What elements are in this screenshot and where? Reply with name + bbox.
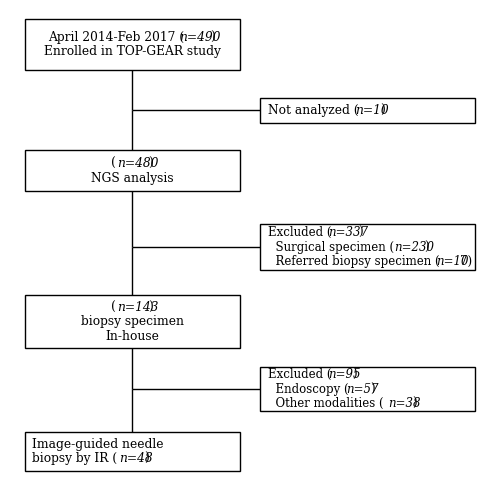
Text: ): ) [412,397,416,410]
Text: ): ) [380,103,384,117]
Text: Endoscopy (: Endoscopy ( [268,383,348,395]
Text: ): ) [144,452,150,465]
Text: n=230: n=230 [394,241,434,254]
FancyBboxPatch shape [260,368,476,411]
Text: Other modalities (: Other modalities ( [268,397,384,410]
Text: Image-guided needle: Image-guided needle [32,438,164,451]
Text: n=10: n=10 [355,103,388,117]
FancyBboxPatch shape [24,150,240,191]
FancyBboxPatch shape [24,19,240,70]
Text: ): ) [352,368,356,381]
Text: ): ) [358,226,362,239]
Text: n=10: n=10 [436,255,468,268]
FancyBboxPatch shape [24,432,240,471]
Text: Excluded (: Excluded ( [268,368,331,381]
Text: April 2014-Feb 2017 (: April 2014-Feb 2017 ( [48,31,184,44]
FancyBboxPatch shape [24,295,240,348]
Text: n=337: n=337 [328,226,368,239]
Text: NGS analysis: NGS analysis [91,172,174,185]
Text: Excluded (: Excluded ( [268,226,331,239]
Text: Enrolled in TOP-GEAR study: Enrolled in TOP-GEAR study [44,45,221,58]
Text: n=48: n=48 [120,452,154,465]
Text: n=480: n=480 [117,157,158,170]
Text: n=143: n=143 [117,301,158,314]
Text: n=38: n=38 [388,397,420,410]
Text: ): ) [424,241,428,254]
FancyBboxPatch shape [260,224,476,270]
Text: ): ) [370,383,374,395]
FancyBboxPatch shape [260,98,476,122]
Text: biopsy specimen: biopsy specimen [81,316,184,328]
Text: biopsy by IR (: biopsy by IR ( [32,452,117,465]
Text: (: ( [110,301,116,314]
Text: n=490: n=490 [179,31,220,44]
Text: Not analyzed (: Not analyzed ( [268,103,358,117]
Text: ): ) [148,301,153,314]
Text: ): ) [148,157,153,170]
Text: n=57: n=57 [346,383,378,395]
Text: n=95: n=95 [328,368,360,381]
Text: Surgical specimen (: Surgical specimen ( [268,241,394,254]
Text: ): ) [210,31,215,44]
Text: 7): 7) [460,255,472,268]
Text: (: ( [110,157,116,170]
Text: Referred biopsy specimen (: Referred biopsy specimen ( [268,255,440,268]
Text: In-house: In-house [106,330,160,343]
